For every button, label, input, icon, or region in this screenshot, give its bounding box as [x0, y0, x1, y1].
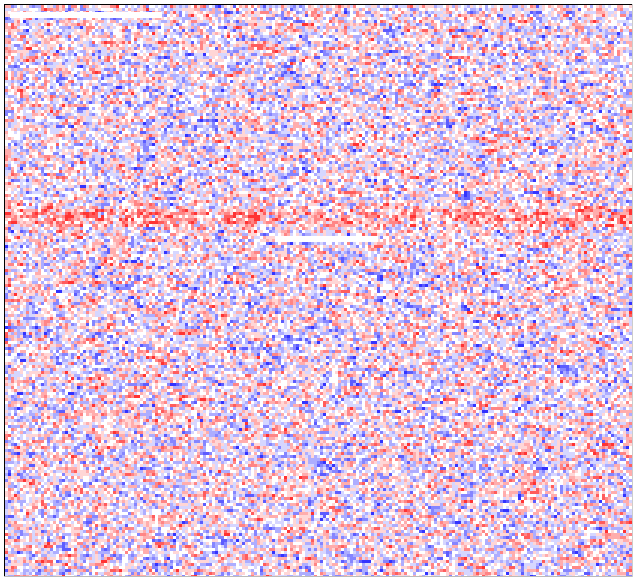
- page: (() => { const data = JSON.parse(documen…: [0, 0, 634, 578]
- heatmap-view: [0, 0, 634, 578]
- white-bar: [275, 236, 378, 242]
- white-bar: [10, 12, 162, 18]
